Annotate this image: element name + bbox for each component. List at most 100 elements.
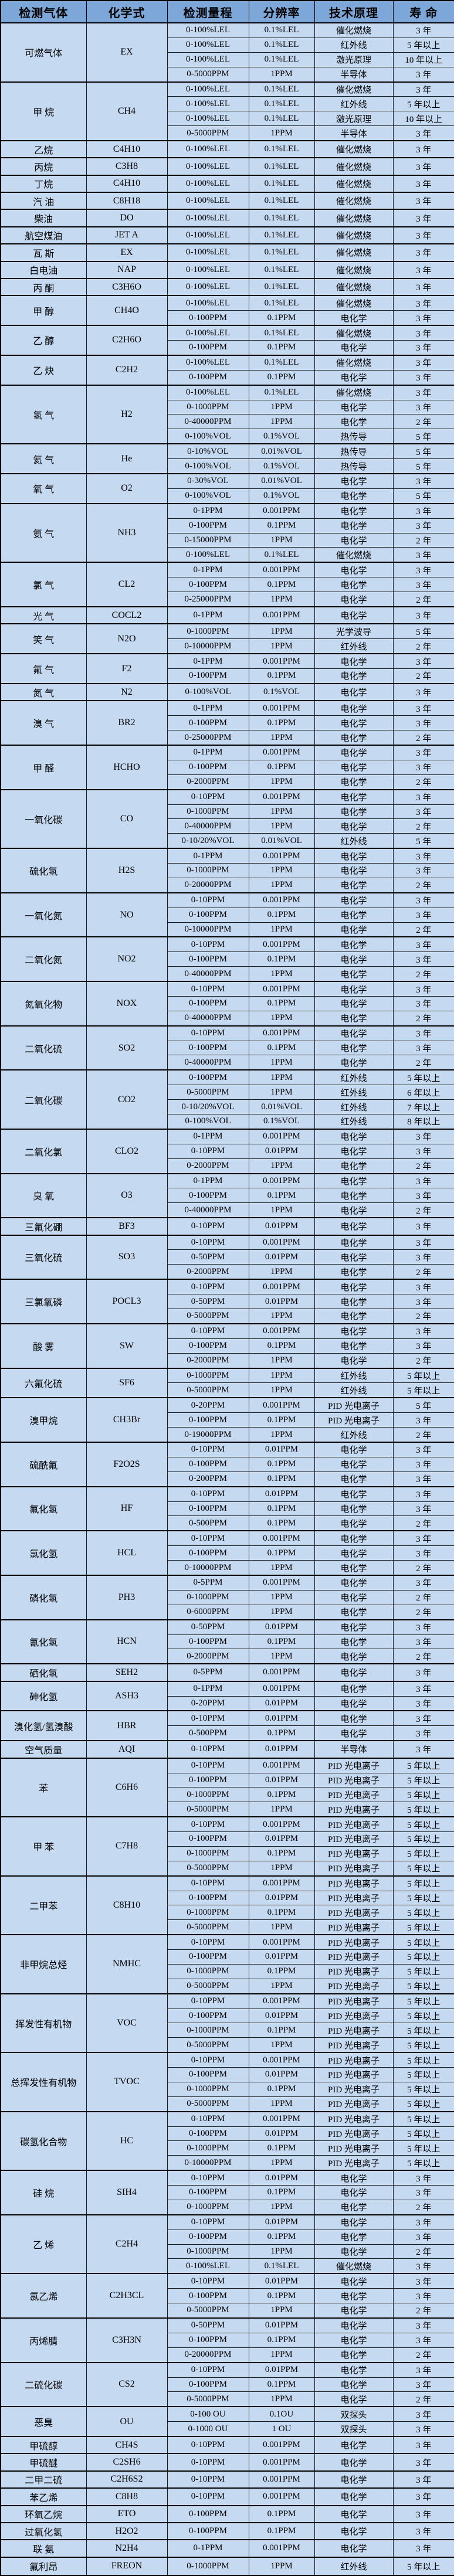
lifespan-cell: 3 年 (392, 907, 454, 923)
range-cell: 0-1000PPM (167, 1367, 249, 1384)
header-cell-formula: 化学式 (86, 0, 168, 23)
formula-cell: H2S (86, 848, 168, 893)
table-row: 0-6000PPM 1PPM 电化学 2 年 (1, 1604, 454, 1620)
range-cell: 0-100%LEL (167, 37, 249, 53)
gas-name-cell: 三氯氧磷 (0, 1279, 87, 1324)
range-cell: 0-10PPM (167, 1279, 249, 1295)
range-cell: 0-100%LEL (167, 52, 249, 67)
principle-cell: 电化学 (314, 2273, 394, 2289)
principle-cell: 红外线 (314, 2556, 394, 2576)
range-cell: 0-10PPM (167, 2052, 249, 2068)
principle-cell: PID 光电离子 (314, 1860, 394, 1877)
gas-name-cell: 联 氨 (0, 2539, 87, 2558)
lifespan-cell: 2 年 (392, 966, 454, 982)
resolution-cell: 0.1%LEL (248, 111, 315, 127)
table-row: 苯乙烯 C8H8 0-10PPM 0.001PPM 电化学 3 年 (0, 2487, 454, 2506)
lifespan-cell: 3 年 (392, 325, 454, 341)
lifespan-cell: 3 年 (392, 2487, 454, 2506)
resolution-cell: 1PPM (248, 1352, 315, 1369)
range-cell: 0-100%LEL (167, 260, 249, 279)
resolution-cell: 0.1PPM (248, 2332, 315, 2348)
resolution-cell: 0.001PPM (248, 1574, 315, 1591)
resolution-cell: 0.01PPM (248, 2126, 315, 2142)
formula-cell: NH3 (86, 502, 168, 563)
range-cell: 0-100%LEL (167, 226, 249, 244)
principle-cell: 电化学 (314, 1249, 394, 1265)
table-row: 0-100PPM 0.1PPM 电化学 3 年 (1, 518, 454, 533)
principle-cell: 半导体 (314, 125, 394, 141)
range-cell: 0-1000PPM (167, 804, 249, 820)
principle-cell: PID 光电离子 (314, 1993, 394, 2009)
gas-name-cell: 乙 醇 (0, 325, 87, 356)
principle-cell: PID 光电离子 (314, 1846, 394, 1861)
range-cell: 0-100PPM (167, 310, 249, 326)
range-cell: 0-500PPM (167, 1515, 249, 1531)
lifespan-cell: 3 年 (392, 1634, 454, 1650)
principle-cell: 激光原理 (314, 111, 394, 127)
header-cell-gas: 检测气体 (0, 0, 87, 23)
lifespan-cell: 5 年以上 (392, 2023, 454, 2038)
range-cell: 0-100%VOL (167, 682, 249, 701)
table-row: 0-40000PPM 1PPM 电化学 2 年 (1, 1055, 454, 1070)
lifespan-cell: 3 年 (392, 1128, 454, 1144)
table-row: 0-1000PPM 0.1PPM PID 光电离子 5 年以上 (1, 2140, 454, 2156)
gas-name-cell: 一氧化氮 (0, 892, 87, 937)
range-cell: 0-10/20%VOL (167, 1099, 249, 1114)
range-cell: 0-1PPM (167, 1128, 249, 1144)
range-cell: 0-100%LEL (167, 22, 249, 38)
lifespan-cell: 5 年以上 (392, 1772, 454, 1788)
gas-name-cell: 三氟化硼 (0, 1217, 87, 1236)
principle-cell: 电化学 (314, 2521, 394, 2540)
resolution-cell: 0.01PPM (248, 1217, 315, 1236)
principle-cell: 电化学 (314, 936, 394, 953)
lifespan-cell: 3 年 (392, 2377, 454, 2393)
lifespan-cell: 5 年以上 (392, 2155, 454, 2171)
formula-cell: EX (86, 243, 168, 262)
table-row: 丁烷 C4H10 0-100%LEL 0.1%LEL 催化燃烧 3 年 (0, 174, 454, 193)
resolution-cell: 0.001PPM (248, 1993, 315, 2009)
range-cell: 0-100PPM (167, 2067, 249, 2082)
resolution-cell: 0.001PPM (248, 1934, 315, 1950)
principle-cell: 电化学 (314, 1634, 394, 1650)
range-cell: 0-2000PPM (167, 1264, 249, 1280)
resolution-cell: 0.1PPM (248, 1963, 315, 1979)
table-row: 0-100%LEL 0.1%LEL 红外线 5 年以上 (1, 37, 454, 53)
resolution-cell: 0.1PPM (248, 339, 315, 356)
lifespan-cell: 3 年 (392, 1545, 454, 1561)
lifespan-cell: 5 年以上 (392, 96, 454, 112)
range-cell: 0-100PPM (167, 995, 249, 1011)
table-row: 0-100PPM 0.1PPM 电化学 2 年 (1, 668, 454, 684)
principle-cell: 催化燃烧 (314, 354, 394, 371)
principle-cell: PID 光电离子 (314, 2052, 394, 2068)
resolution-cell: 0.001PPM (248, 1323, 315, 1339)
resolution-cell: 0.1%LEL (248, 226, 315, 244)
range-cell: 0-40000PPM (167, 1055, 249, 1070)
lifespan-cell: 5 年以上 (392, 37, 454, 53)
resolution-cell: 0.001PPM (248, 653, 315, 670)
principle-cell: 电化学 (314, 863, 394, 878)
range-cell: 0-10PPM (167, 2487, 249, 2506)
table-row: 0-100%VOL 0.1%VOL 热传导 5 年 (1, 429, 454, 444)
principle-cell: 电化学 (314, 2470, 394, 2489)
gas-name-cell: 二氧化硫 (0, 1025, 87, 1070)
lifespan-cell: 3 年 (392, 243, 454, 262)
resolution-cell: 0.001PPM (248, 562, 315, 578)
table-row: 0-5000PPM 1PPM PID 光电离子 5 年以上 (1, 1919, 454, 1935)
range-cell: 0-100PPM (167, 2377, 249, 2393)
table-row: 挥发性有机物 VOC 0-10PPM 0.001PPM PID 光电离子 5 年以上 (0, 1993, 454, 2053)
principle-cell: 催化燃烧 (314, 157, 394, 176)
principle-cell: 电化学 (314, 1338, 394, 1354)
table-row: 0-100PPM 0.01PPM PID 光电离子 5 年以上 (1, 2008, 454, 2024)
formula-cell: POCL3 (86, 1279, 168, 1324)
lifespan-cell: 2 年 (392, 1352, 454, 1369)
formula-cell: C8H18 (86, 192, 168, 210)
lifespan-cell: 3 年 (392, 1501, 454, 1517)
lifespan-cell: 3 年 (392, 759, 454, 775)
principle-cell: PID 光电离子 (314, 2140, 394, 2156)
range-cell: 0-10000PPM (167, 1560, 249, 1576)
lifespan-cell: 3 年 (392, 1471, 454, 1487)
resolution-cell: 0.001PPM (248, 1025, 315, 1041)
formula-cell: HF (86, 1486, 168, 1531)
range-cell: 0-100PPM (167, 339, 249, 356)
gas-name-cell: 甲 醛 (0, 744, 87, 790)
